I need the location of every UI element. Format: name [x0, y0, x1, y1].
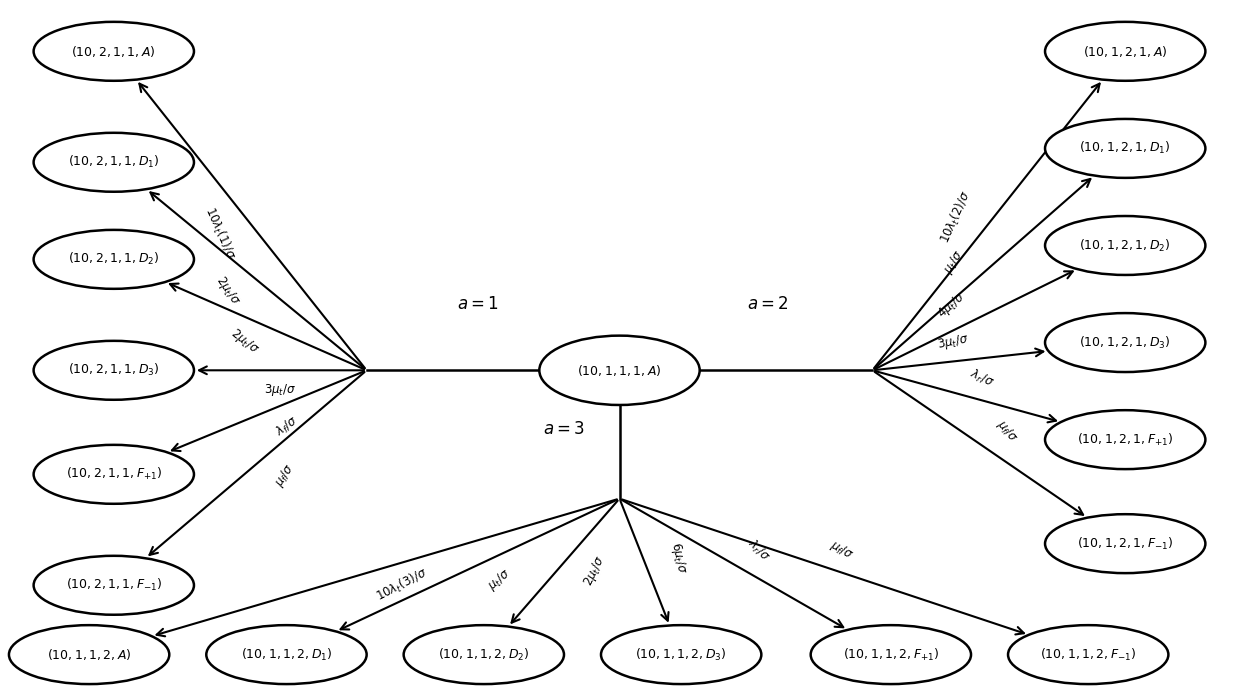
Text: $(10,1,1,2,A)$: $(10,1,1,2,A)$ — [47, 647, 131, 662]
Ellipse shape — [1044, 22, 1206, 81]
Text: $10\lambda_t(2)/\sigma$: $10\lambda_t(2)/\sigma$ — [938, 188, 975, 246]
Text: $4\mu_t/\sigma$: $4\mu_t/\sigma$ — [934, 289, 969, 322]
Text: $(10,2,1,1,A)$: $(10,2,1,1,A)$ — [72, 44, 156, 59]
Text: $\lambda_r/\sigma$: $\lambda_r/\sigma$ — [745, 536, 772, 565]
Text: $(10,1,1,2,F_{-1})$: $(10,1,1,2,F_{-1})$ — [1040, 647, 1136, 663]
Ellipse shape — [601, 625, 761, 684]
Text: $2\mu_t/\sigma$: $2\mu_t/\sigma$ — [581, 553, 610, 589]
Text: $3\mu_t/\sigma$: $3\mu_t/\sigma$ — [264, 382, 296, 398]
Text: $(10,1,1,2,D_1)$: $(10,1,1,2,D_1)$ — [240, 647, 332, 663]
Text: $(10,2,1,1,D_1)$: $(10,2,1,1,D_1)$ — [68, 154, 160, 171]
Text: $(10,2,1,1,F_{-1})$: $(10,2,1,1,F_{-1})$ — [66, 577, 162, 593]
Text: $(10,1,1,2,D_3)$: $(10,1,1,2,D_3)$ — [636, 647, 727, 663]
Text: $a=1$: $a=1$ — [457, 296, 498, 313]
Ellipse shape — [1044, 119, 1206, 178]
Text: $(10,1,1,2,D_2)$: $(10,1,1,2,D_2)$ — [439, 647, 529, 663]
Text: $\mu_f/\sigma$: $\mu_f/\sigma$ — [271, 461, 299, 489]
Text: $(10,2,1,1,D_2)$: $(10,2,1,1,D_2)$ — [68, 252, 160, 268]
Ellipse shape — [33, 22, 195, 81]
Text: $(10,1,2,1,F_{-1})$: $(10,1,2,1,F_{-1})$ — [1077, 535, 1173, 552]
Ellipse shape — [33, 556, 195, 614]
Text: $a=3$: $a=3$ — [543, 420, 585, 438]
Text: $3\mu_t/\sigma$: $3\mu_t/\sigma$ — [937, 331, 971, 352]
Ellipse shape — [1044, 514, 1206, 573]
Text: $(10,1,2,1,A)$: $(10,1,2,1,A)$ — [1083, 44, 1167, 59]
Ellipse shape — [810, 625, 971, 684]
Text: $(10,1,1,1,A)$: $(10,1,1,1,A)$ — [577, 363, 662, 377]
Text: $10\lambda_t(3)/\sigma$: $10\lambda_t(3)/\sigma$ — [373, 565, 430, 605]
Ellipse shape — [33, 230, 195, 289]
Text: $(10,2,1,1,D_3)$: $(10,2,1,1,D_3)$ — [68, 362, 160, 378]
Ellipse shape — [1044, 313, 1206, 372]
Text: $\lambda_f/\sigma$: $\lambda_f/\sigma$ — [273, 414, 301, 440]
Ellipse shape — [207, 625, 367, 684]
Text: $(10,1,1,2,F_{+1})$: $(10,1,1,2,F_{+1})$ — [843, 647, 939, 663]
Ellipse shape — [539, 336, 700, 405]
Text: $(10,1,2,1,D_1)$: $(10,1,2,1,D_1)$ — [1079, 140, 1171, 157]
Text: $\mu_f/\sigma$: $\mu_f/\sigma$ — [828, 537, 856, 563]
Text: $\mu_f/\sigma$: $\mu_f/\sigma$ — [992, 417, 1021, 446]
Ellipse shape — [1044, 410, 1206, 469]
Text: $a=2$: $a=2$ — [747, 296, 788, 313]
Ellipse shape — [1044, 216, 1206, 275]
Text: $10\lambda_t(1)/\sigma$: $10\lambda_t(1)/\sigma$ — [201, 204, 239, 261]
Text: $(10,1,2,1,D_3)$: $(10,1,2,1,D_3)$ — [1079, 335, 1171, 351]
Ellipse shape — [404, 625, 564, 684]
Ellipse shape — [33, 445, 195, 504]
Text: $6\mu_t/\sigma$: $6\mu_t/\sigma$ — [667, 540, 690, 575]
Text: $\mu_t/\sigma$: $\mu_t/\sigma$ — [940, 247, 968, 278]
Ellipse shape — [33, 133, 195, 192]
Text: $\mu_t/\sigma$: $\mu_t/\sigma$ — [486, 565, 514, 594]
Text: $2\mu_t/\sigma$: $2\mu_t/\sigma$ — [227, 325, 263, 358]
Text: $(10,1,2,1,F_{+1})$: $(10,1,2,1,F_{+1})$ — [1077, 431, 1173, 447]
Text: $\lambda_r/\sigma$: $\lambda_r/\sigma$ — [968, 366, 996, 391]
Ellipse shape — [9, 625, 170, 684]
Ellipse shape — [1009, 625, 1168, 684]
Ellipse shape — [33, 341, 195, 400]
Text: $2\mu_t/\sigma$: $2\mu_t/\sigma$ — [212, 273, 244, 308]
Text: $(10,1,2,1,D_2)$: $(10,1,2,1,D_2)$ — [1079, 238, 1171, 254]
Text: $(10,2,1,1,F_{+1})$: $(10,2,1,1,F_{+1})$ — [66, 466, 162, 482]
